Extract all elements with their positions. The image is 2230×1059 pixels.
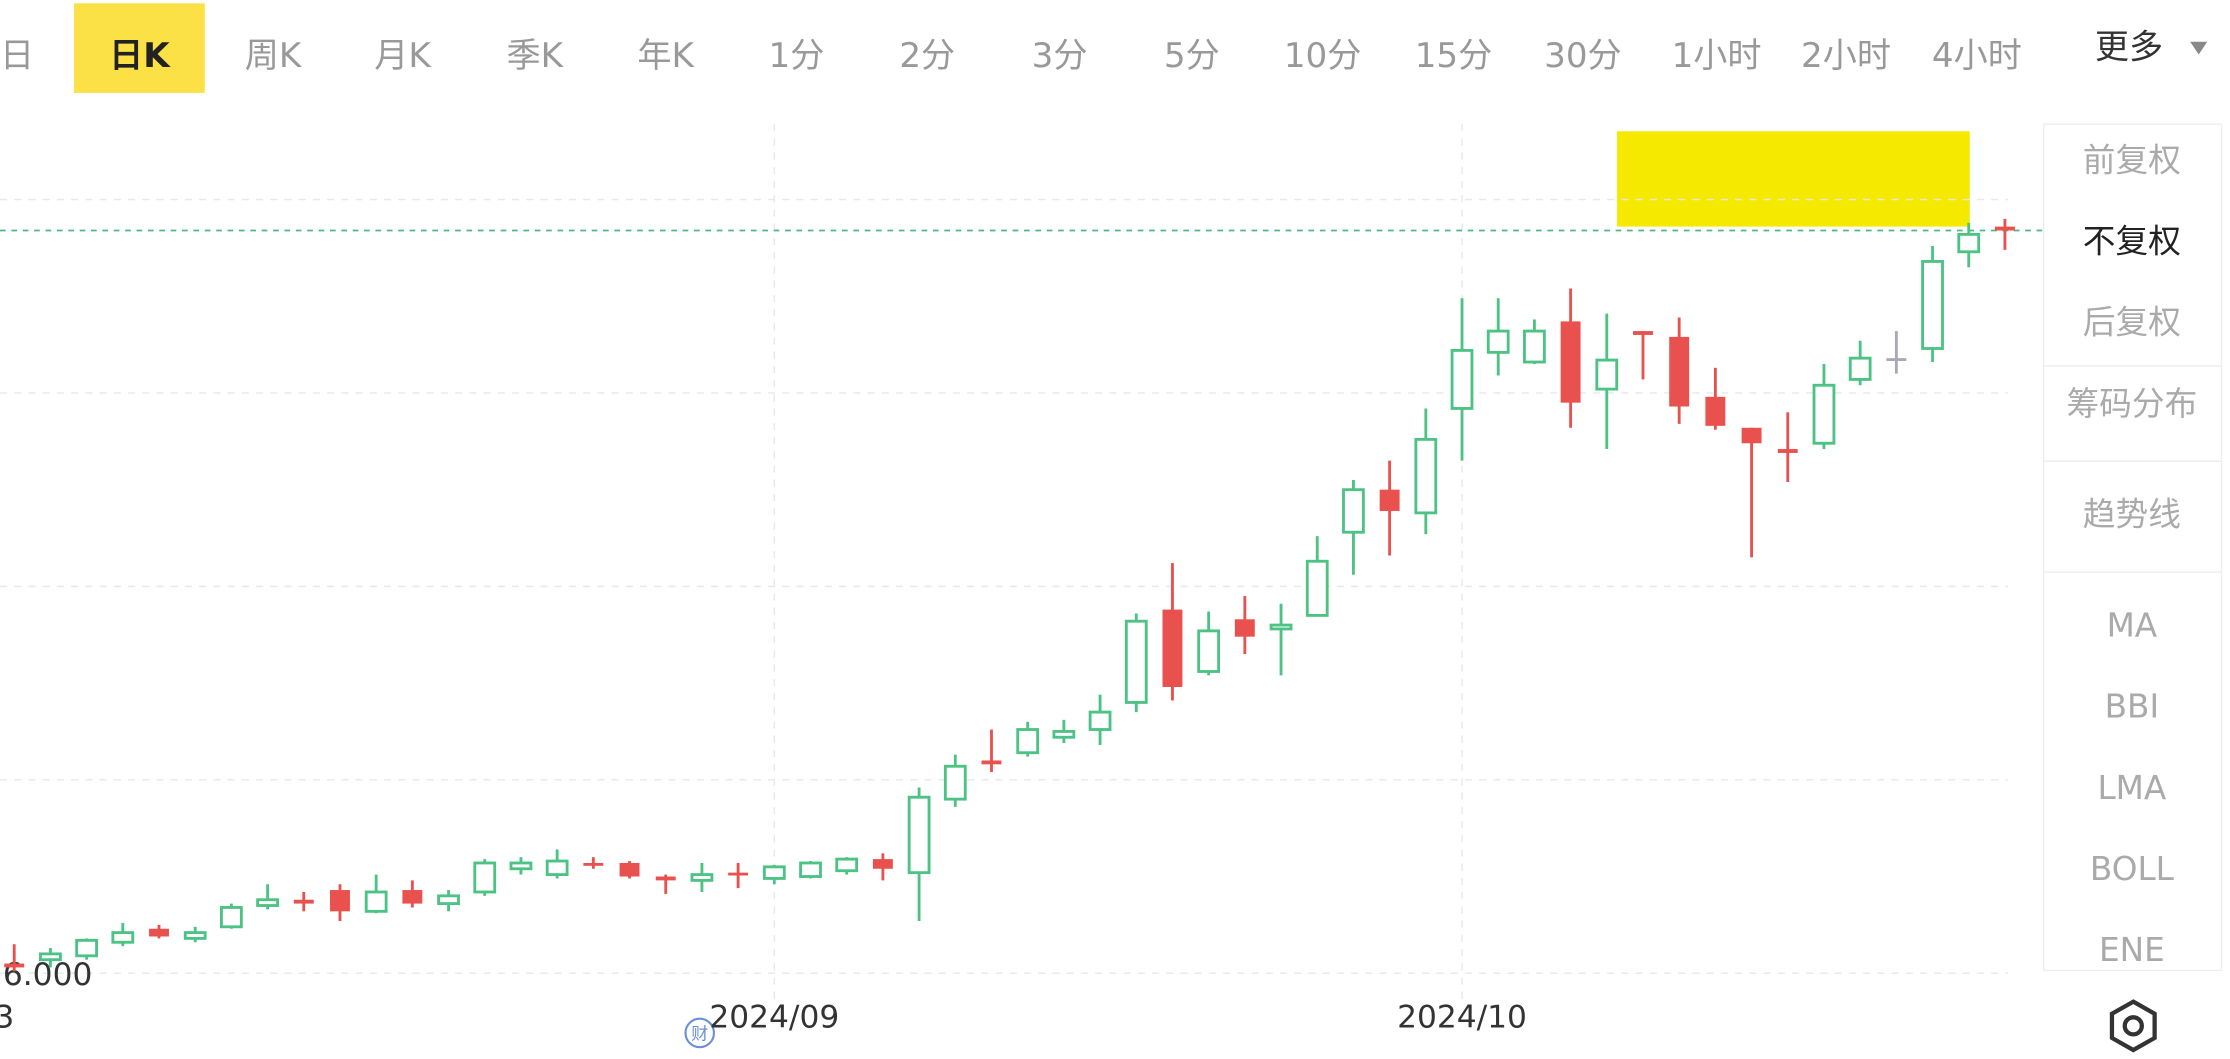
side-menu-item[interactable]: 筹码分布: [2066, 385, 2197, 423]
tab[interactable]: 4小时: [1932, 36, 2022, 76]
candle-body: [1162, 609, 1183, 687]
candle-body: [1016, 728, 1040, 755]
candle-body: [728, 872, 749, 876]
candle-body: [545, 859, 569, 877]
tab[interactable]: 2分: [899, 36, 955, 76]
side-menu-item[interactable]: 后复权: [2083, 304, 2181, 342]
dropdown-arrow: [2190, 41, 2208, 55]
candle-body: [293, 899, 314, 904]
x-tick-label: 3: [0, 1000, 14, 1036]
active-tab-bg: [73, 3, 205, 93]
candle-body: [509, 861, 533, 871]
tab[interactable]: 月K: [374, 36, 432, 76]
tab[interactable]: 30分: [1544, 36, 1622, 76]
y-tick-label: 6.000: [3, 957, 93, 993]
candle-body: [655, 876, 676, 881]
candle-body: [1921, 260, 1944, 350]
candle-body: [1379, 489, 1400, 511]
candle-body: [1269, 623, 1293, 631]
candle-body: [75, 938, 98, 958]
candle-body: [111, 931, 135, 944]
side-menu-item[interactable]: LMA: [2097, 769, 2166, 807]
candle-body: [39, 952, 62, 962]
candle-body: [1633, 331, 1653, 335]
candle-body: [1560, 321, 1581, 403]
side-menu-item[interactable]: 趋势线: [2083, 496, 2181, 534]
candle-body: [437, 894, 460, 906]
side-menu-item[interactable]: BOLL: [2090, 850, 2175, 888]
candle-body: [1414, 437, 1438, 515]
tab[interactable]: 1小时: [1672, 36, 1762, 76]
candle-body: [1088, 710, 1112, 731]
candle-body: [1450, 348, 1474, 410]
candle-body: [907, 795, 931, 875]
candle-body: [1523, 329, 1546, 364]
side-menu-item[interactable]: ENE: [2099, 931, 2165, 969]
candle-body: [799, 861, 822, 878]
side-menu-item[interactable]: MA: [2107, 607, 2158, 645]
settings-icon[interactable]: [2109, 999, 2157, 1053]
candle-body: [1957, 232, 1981, 254]
candle-body: [1486, 329, 1510, 354]
tab[interactable]: 5分: [1164, 36, 1220, 76]
candle-body: [256, 898, 279, 907]
candle-body: [943, 764, 967, 801]
candle-body: [402, 890, 423, 904]
candle-body: [183, 931, 207, 940]
candle-body: [1669, 336, 1690, 407]
candle-body: [1848, 356, 1872, 381]
candle-body: [1234, 619, 1255, 637]
tab[interactable]: 2小时: [1801, 36, 1891, 76]
candle-body: [1595, 358, 1619, 391]
redaction: [1617, 131, 1970, 227]
candle-body: [619, 862, 640, 877]
candle-body: [1994, 226, 2015, 231]
tab[interactable]: 3分: [1032, 36, 1088, 76]
candle-body: [220, 906, 243, 929]
side-menu-item[interactable]: 不复权: [2083, 223, 2181, 261]
candle-body: [473, 861, 497, 894]
candle-body: [1705, 396, 1726, 426]
tab[interactable]: 日K: [109, 36, 171, 76]
candle-body: [1741, 427, 1762, 444]
candle-body: [690, 873, 714, 882]
tab[interactable]: 10分: [1284, 36, 1362, 76]
candle-body: [835, 857, 859, 873]
candle-body: [4, 963, 25, 968]
candle-body: [1124, 619, 1148, 704]
tab[interactable]: 日: [0, 36, 34, 76]
candle-body: [1342, 488, 1365, 534]
candle-body: [1052, 730, 1076, 739]
more-button[interactable]: 更多: [2095, 27, 2163, 67]
candle-body: [762, 865, 786, 880]
tab[interactable]: 季K: [506, 36, 564, 76]
candle-body: [1886, 358, 1907, 361]
tab[interactable]: 1分: [769, 36, 825, 76]
side-panel: [2042, 123, 2223, 972]
candle-body: [1305, 559, 1329, 617]
tab[interactable]: 15分: [1415, 36, 1493, 76]
candle-body: [872, 859, 893, 869]
side-menu-item[interactable]: 前复权: [2083, 142, 2181, 180]
tab[interactable]: 周K: [245, 36, 303, 76]
candle-body: [981, 760, 1002, 765]
tab[interactable]: 年K: [637, 36, 695, 76]
badge: 财: [691, 1024, 708, 1044]
side-menu-item[interactable]: BBI: [2105, 688, 2160, 726]
candle-body: [149, 928, 169, 937]
candle-body: [1777, 449, 1798, 453]
badge-circle: [684, 1017, 716, 1049]
x-tick-label: 2024/10: [1397, 1000, 1527, 1036]
x-tick-label: 2024/09: [709, 1000, 839, 1036]
candle-body: [330, 890, 350, 912]
candle-body: [1197, 629, 1221, 673]
candle-body: [1812, 383, 1836, 445]
candle-body: [364, 890, 388, 913]
candle-body: [583, 862, 604, 866]
